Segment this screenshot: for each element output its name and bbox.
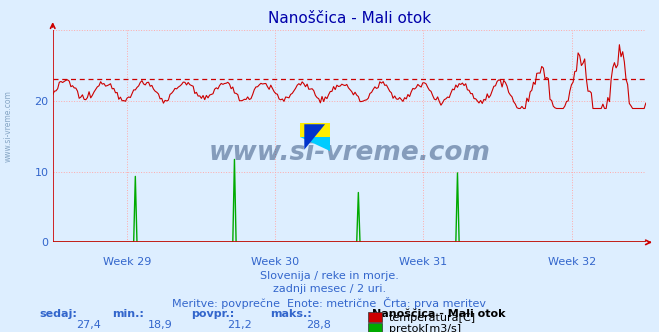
Text: temperatura[C]: temperatura[C] bbox=[389, 313, 476, 323]
Text: www.si-vreme.com: www.si-vreme.com bbox=[4, 90, 13, 162]
Text: Week 32: Week 32 bbox=[548, 257, 596, 267]
Text: Nanoščica - Mali otok: Nanoščica - Mali otok bbox=[372, 309, 506, 319]
Text: 28,8: 28,8 bbox=[306, 320, 331, 330]
Text: zadnji mesec / 2 uri.: zadnji mesec / 2 uri. bbox=[273, 284, 386, 294]
Text: 27,4: 27,4 bbox=[76, 320, 101, 330]
Text: Week 29: Week 29 bbox=[103, 257, 151, 267]
Text: www.si-vreme.com: www.si-vreme.com bbox=[208, 140, 490, 166]
Text: maks.:: maks.: bbox=[270, 309, 312, 319]
Text: Week 30: Week 30 bbox=[251, 257, 299, 267]
Text: 18,9: 18,9 bbox=[148, 320, 173, 330]
Text: Meritve: povprečne  Enote: metrične  Črta: prva meritev: Meritve: povprečne Enote: metrične Črta:… bbox=[173, 297, 486, 309]
Title: Nanoščica - Mali otok: Nanoščica - Mali otok bbox=[268, 11, 431, 26]
Text: povpr.:: povpr.: bbox=[191, 309, 235, 319]
Text: Week 31: Week 31 bbox=[399, 257, 447, 267]
Text: min.:: min.: bbox=[112, 309, 144, 319]
Text: pretok[m3/s]: pretok[m3/s] bbox=[389, 324, 461, 332]
Text: Slovenija / reke in morje.: Slovenija / reke in morje. bbox=[260, 271, 399, 281]
Text: 21,2: 21,2 bbox=[227, 320, 252, 330]
Polygon shape bbox=[300, 123, 330, 137]
Polygon shape bbox=[304, 124, 325, 150]
Text: sedaj:: sedaj: bbox=[40, 309, 77, 319]
Polygon shape bbox=[300, 137, 330, 151]
